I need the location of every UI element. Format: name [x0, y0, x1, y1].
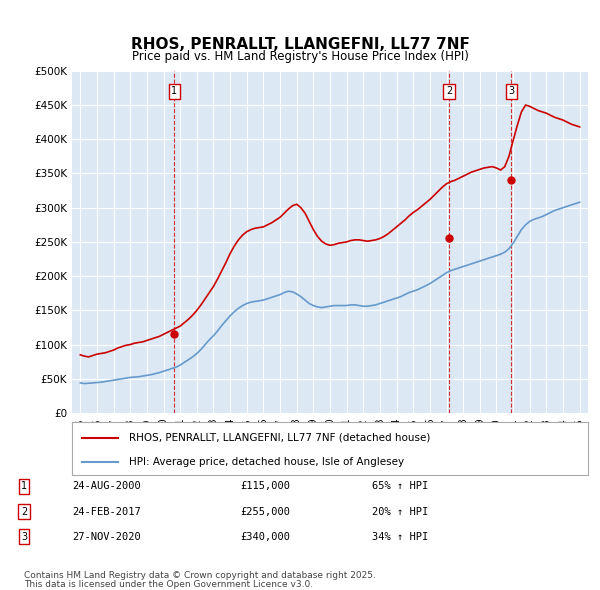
- Text: HPI: Average price, detached house, Isle of Anglesey: HPI: Average price, detached house, Isle…: [129, 457, 404, 467]
- Text: 3: 3: [508, 86, 514, 96]
- Text: RHOS, PENRALLT, LLANGEFNI, LL77 7NF (detached house): RHOS, PENRALLT, LLANGEFNI, LL77 7NF (det…: [129, 433, 430, 442]
- Text: 24-AUG-2000: 24-AUG-2000: [72, 481, 141, 491]
- Text: Contains HM Land Registry data © Crown copyright and database right 2025.: Contains HM Land Registry data © Crown c…: [24, 571, 376, 580]
- Text: 20% ↑ HPI: 20% ↑ HPI: [372, 507, 428, 516]
- Text: 27-NOV-2020: 27-NOV-2020: [72, 532, 141, 542]
- Text: 2: 2: [21, 507, 27, 516]
- Text: 24-FEB-2017: 24-FEB-2017: [72, 507, 141, 516]
- Text: £340,000: £340,000: [240, 532, 290, 542]
- Text: 34% ↑ HPI: 34% ↑ HPI: [372, 532, 428, 542]
- Text: RHOS, PENRALLT, LLANGEFNI, LL77 7NF: RHOS, PENRALLT, LLANGEFNI, LL77 7NF: [131, 37, 469, 52]
- Text: £115,000: £115,000: [240, 481, 290, 491]
- Text: £255,000: £255,000: [240, 507, 290, 516]
- Text: 65% ↑ HPI: 65% ↑ HPI: [372, 481, 428, 491]
- Text: 1: 1: [172, 86, 178, 96]
- Text: This data is licensed under the Open Government Licence v3.0.: This data is licensed under the Open Gov…: [24, 579, 313, 589]
- Text: 2: 2: [446, 86, 452, 96]
- Text: 3: 3: [21, 532, 27, 542]
- Text: 1: 1: [21, 481, 27, 491]
- Text: Price paid vs. HM Land Registry's House Price Index (HPI): Price paid vs. HM Land Registry's House …: [131, 50, 469, 63]
